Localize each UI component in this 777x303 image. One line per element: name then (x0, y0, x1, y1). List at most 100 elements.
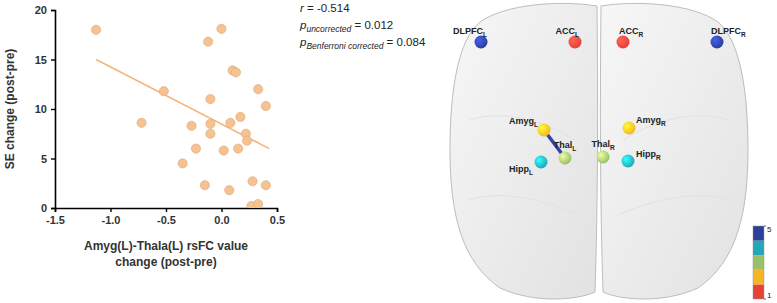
node-label-name: DLPFC (711, 26, 741, 36)
node-label-name: Hipp (509, 164, 529, 174)
colorbar-tick (764, 226, 766, 227)
scatter-point (206, 119, 215, 128)
x-tick: -0.5 (157, 208, 176, 226)
scatter-point (191, 144, 200, 153)
scatter-point (231, 68, 240, 77)
node-label-subscript: L (534, 121, 538, 128)
brain-contour (623, 116, 728, 140)
scatter-point (159, 87, 168, 96)
x-tick-mark (110, 208, 111, 212)
node-label: HippR (636, 149, 661, 161)
scatter-point (200, 181, 209, 190)
y-tick-label: 20 (35, 4, 47, 16)
y-tick-mark (51, 109, 55, 110)
node-label: AmygL (509, 116, 538, 128)
node-label: DLPFCR (711, 26, 746, 38)
scatter-point (206, 129, 215, 138)
node-label: ACCR (619, 26, 644, 38)
y-axis: 05101520 (35, 4, 56, 214)
y-tick: 10 (35, 103, 55, 115)
x-tick-label: 0.5 (270, 214, 285, 226)
colorbar-block (753, 241, 764, 256)
node-label-subscript: L (529, 169, 533, 176)
annotation-text: = -0.514 (304, 2, 350, 14)
annotation: r = -0.514 (300, 2, 350, 14)
y-tick: 0 (41, 202, 55, 214)
node-label-name: Thal (591, 139, 610, 149)
node-label: ThalR (591, 139, 615, 151)
brain-contour (470, 116, 575, 140)
node-label-subscript: R (639, 31, 644, 38)
colorbar-block (753, 226, 764, 241)
node-label-subscript: L (483, 31, 487, 38)
figure: -1.5-1.0-0.50.00.505101520Amyg(L)-Thala(… (0, 0, 777, 303)
scatter-point (226, 118, 235, 127)
brain (450, 3, 748, 299)
y-tick: 20 (35, 4, 55, 16)
y-tick-label: 0 (41, 202, 47, 214)
x-axis-title: Amyg(L)-Thala(L) rsFC valuechange (post-… (84, 239, 248, 269)
x-tick: -1.0 (102, 208, 121, 226)
scatter-point (91, 25, 100, 34)
node (617, 36, 630, 49)
x-tick-label: -0.5 (157, 214, 176, 226)
left-hemisphere (450, 3, 598, 299)
scatter-point (261, 101, 270, 110)
annotation-subscript: Benferroni corrected (306, 41, 383, 51)
scatter-point (254, 85, 263, 94)
node (623, 122, 636, 135)
right-hemisphere (600, 3, 748, 299)
x-axis-title-line: Amyg(L)-Thala(L) rsFC value (84, 239, 248, 253)
scatter-point (225, 186, 234, 195)
colorbar: 15 (753, 225, 772, 300)
scatter-point (178, 159, 187, 168)
node-label-name: Hipp (636, 149, 656, 159)
node-label-subscript: R (661, 120, 666, 127)
node-label-name: Amyg (509, 116, 534, 126)
colorbar-tick-label: 5 (767, 225, 772, 234)
x-tick-mark (166, 208, 167, 212)
annotation: pBenferroni corrected = 0.084 (299, 36, 426, 51)
node-label-name: DLPFC (453, 26, 483, 36)
node (559, 152, 572, 165)
annotation: puncorrected = 0.012 (299, 19, 393, 34)
scatter-point (261, 181, 270, 190)
scatter-point (248, 177, 257, 186)
node-label-subscript: R (741, 31, 746, 38)
x-axis-line (56, 209, 278, 213)
y-tick-label: 10 (35, 103, 47, 115)
plot-area (91, 24, 270, 208)
annotation-text: = 0.084 (383, 36, 425, 48)
scatter-point (254, 199, 263, 208)
node-label-subscript: R (656, 154, 661, 161)
fit-line (96, 60, 269, 149)
node-label: DLPFCL (453, 26, 487, 38)
node-label-subscript: L (572, 145, 576, 152)
colorbar-block (753, 270, 764, 285)
x-tick: -1.5 (46, 208, 65, 226)
node (538, 124, 551, 137)
node (622, 155, 635, 168)
node-label-name: Amyg (636, 115, 661, 125)
scatter-point (137, 118, 146, 127)
y-tick-mark (51, 158, 55, 159)
scatter-point (242, 136, 251, 145)
node-label: HippL (509, 164, 533, 176)
node (711, 36, 724, 49)
y-tick-mark (51, 59, 55, 60)
colorbar-tick (764, 299, 766, 300)
node-label: AmygR (636, 115, 666, 127)
x-tick: 0.0 (214, 208, 229, 226)
brain-contour (468, 196, 580, 215)
colorbar-block (753, 255, 764, 270)
node-label-name: ACC (619, 26, 639, 36)
node (597, 151, 610, 164)
y-tick-mark (51, 10, 55, 11)
y-tick-label: 5 (41, 153, 47, 165)
y-axis-line (51, 11, 56, 209)
x-axis: -1.5 -1.0 -0.5 0.0 0.5 (46, 208, 285, 226)
x-tick-label: -1.0 (102, 214, 121, 226)
colorbar-tick-label: 1 (767, 291, 772, 300)
y-tick: 5 (41, 153, 55, 165)
scatter-point (204, 37, 213, 46)
